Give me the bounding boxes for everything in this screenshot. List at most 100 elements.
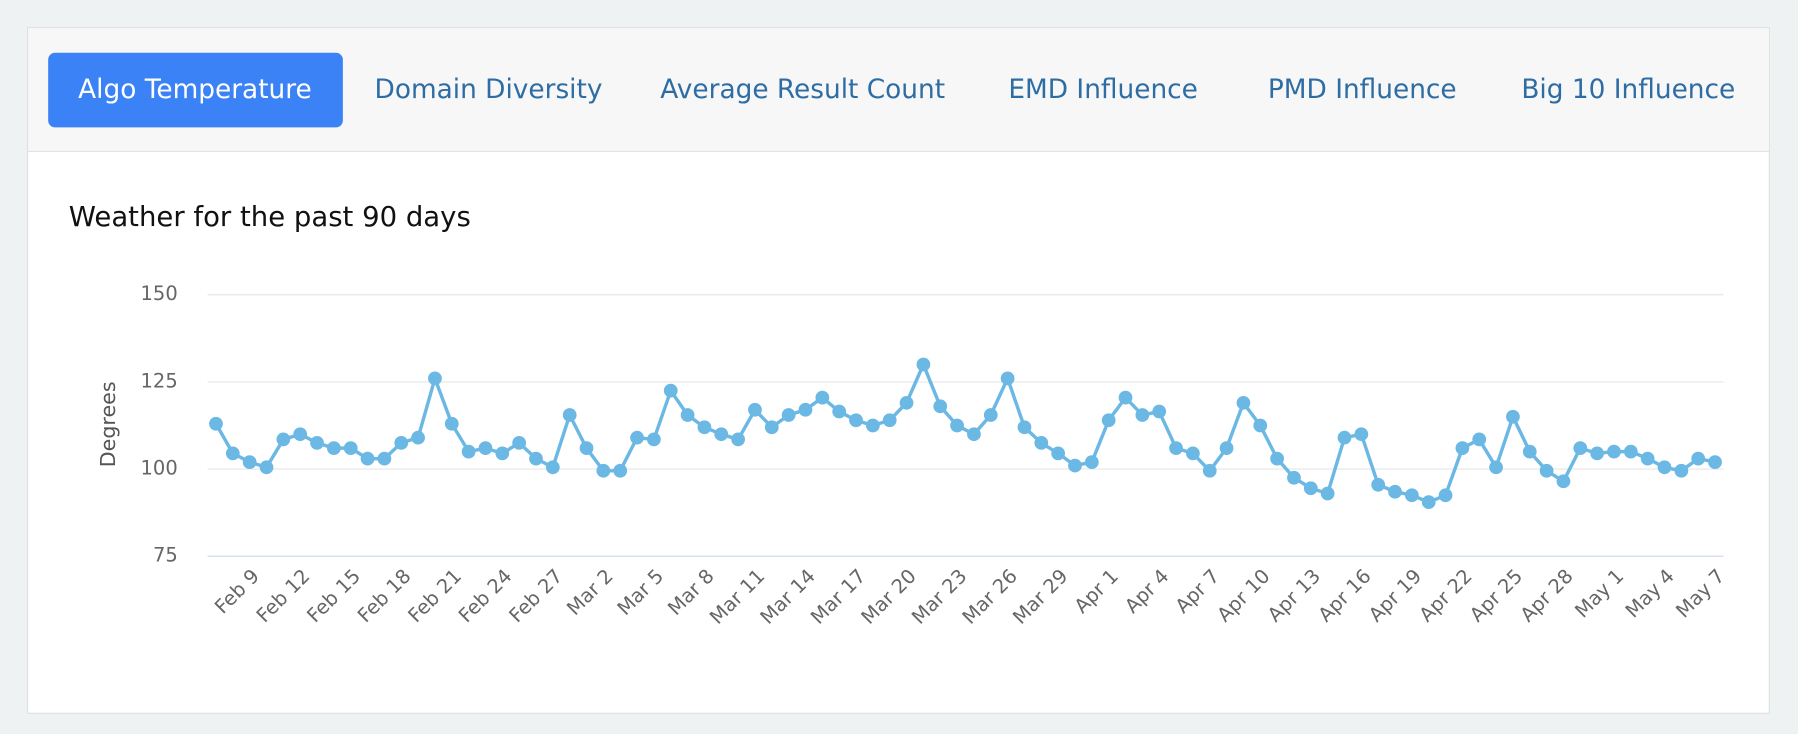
data-point — [933, 399, 948, 414]
data-point — [529, 451, 543, 466]
data-point — [1674, 463, 1689, 478]
data-point — [1068, 458, 1082, 473]
data-point — [697, 420, 712, 435]
data-point — [209, 416, 223, 431]
data-point — [647, 432, 661, 447]
data-point — [1388, 484, 1402, 499]
data-point — [1623, 444, 1638, 459]
data-point — [562, 408, 577, 422]
data-point — [1236, 395, 1251, 410]
data-point — [1708, 455, 1722, 469]
tab[interactable]: Average Result Count — [660, 75, 945, 105]
tab[interactable]: EMD Influence — [1008, 75, 1198, 105]
data-point — [1051, 446, 1066, 461]
data-point — [1337, 430, 1352, 445]
data-point — [1202, 463, 1217, 478]
data-point — [781, 408, 796, 422]
data-point — [983, 408, 998, 422]
y-tick-label: 125 — [141, 369, 178, 392]
data-point — [259, 460, 274, 475]
data-point — [967, 427, 981, 442]
data-point — [1287, 470, 1301, 485]
data-point — [596, 463, 611, 478]
data-point — [326, 441, 341, 456]
tab[interactable]: Big 10 Influence — [1521, 75, 1735, 105]
data-point — [461, 444, 476, 459]
data-point — [444, 416, 459, 431]
data-point — [1219, 441, 1234, 456]
data-point — [495, 446, 510, 461]
y-axis-label: Degrees — [96, 381, 120, 467]
data-point — [343, 441, 358, 456]
y-tick-label: 150 — [141, 282, 178, 305]
data-point — [865, 418, 880, 433]
data-point — [1017, 420, 1032, 435]
data-point — [1489, 460, 1503, 475]
data-point — [276, 432, 291, 447]
data-point — [1186, 446, 1200, 461]
data-point — [1590, 446, 1605, 461]
tab[interactable]: PMD Influence — [1268, 75, 1457, 105]
data-point — [512, 436, 527, 450]
data-point — [394, 436, 409, 450]
y-tick-label: 75 — [153, 544, 178, 567]
data-point — [815, 390, 830, 405]
data-point — [293, 427, 308, 442]
data-point — [1691, 451, 1706, 466]
data-point — [1135, 408, 1150, 422]
data-point — [832, 404, 847, 419]
data-point — [1522, 444, 1537, 459]
data-point — [1000, 371, 1015, 386]
data-point — [714, 427, 729, 442]
data-point — [1472, 432, 1487, 447]
tab[interactable]: Domain Diversity — [375, 75, 603, 105]
data-point — [579, 441, 594, 456]
data-point — [360, 451, 375, 466]
data-point — [1371, 477, 1386, 492]
data-point — [882, 413, 897, 428]
data-point — [1118, 390, 1133, 405]
data-point — [1303, 481, 1318, 496]
data-point — [1152, 404, 1167, 419]
data-point — [1270, 451, 1284, 466]
data-point — [731, 432, 746, 447]
data-point — [748, 402, 762, 417]
data-point — [1640, 451, 1655, 466]
data-point — [1438, 488, 1453, 503]
data-point — [1607, 444, 1621, 459]
data-point — [1657, 460, 1672, 475]
data-point — [916, 357, 931, 372]
data-point — [1169, 441, 1183, 456]
data-point — [1573, 441, 1588, 456]
data-point — [1354, 427, 1369, 442]
data-point — [950, 418, 964, 433]
data-point — [798, 402, 813, 417]
data-point — [1539, 463, 1554, 478]
data-point — [764, 420, 779, 435]
data-point — [1421, 495, 1436, 510]
data-point — [225, 446, 240, 461]
y-tick-label: 100 — [141, 457, 178, 480]
data-point — [377, 451, 392, 466]
data-point — [478, 441, 493, 456]
data-point — [1455, 441, 1470, 456]
data-point — [680, 408, 695, 422]
data-point — [428, 371, 442, 386]
data-point — [1101, 413, 1116, 428]
data-point — [1084, 455, 1099, 469]
data-point — [1034, 436, 1049, 450]
chart-title: Weather for the past 90 days — [69, 201, 471, 233]
data-point — [1404, 488, 1419, 503]
data-point — [1506, 409, 1520, 424]
active-tab-bg — [48, 52, 343, 128]
data-point — [242, 455, 257, 469]
data-point — [630, 430, 644, 445]
tab[interactable]: Algo Temperature — [78, 75, 312, 105]
data-point — [663, 383, 678, 398]
data-point — [545, 460, 560, 475]
data-point — [613, 463, 628, 478]
data-point — [1556, 474, 1571, 489]
data-point — [411, 430, 425, 445]
